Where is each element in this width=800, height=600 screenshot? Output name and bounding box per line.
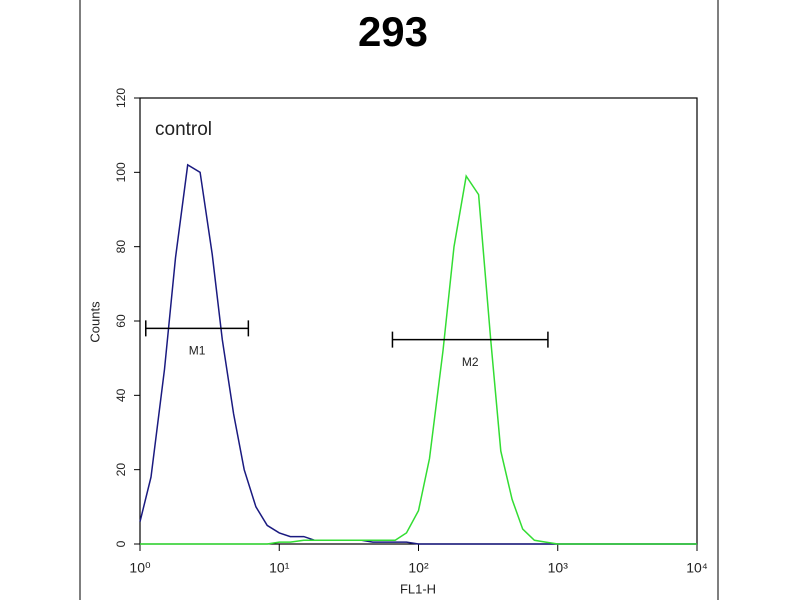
series-label: control: [155, 119, 212, 140]
y-tick-label: 40: [114, 388, 128, 402]
marker-range: [391, 331, 549, 348]
marker-label: M1: [189, 344, 206, 358]
y-tick-label: 100: [114, 162, 128, 182]
x-tick-label: 10¹: [269, 560, 290, 576]
y-tick-label: 0: [114, 540, 128, 547]
x-tick-label: 10⁰: [129, 560, 151, 576]
series-line: [140, 174, 697, 545]
y-tick-label: 120: [114, 88, 128, 108]
y-tick-label: 60: [114, 314, 128, 328]
marker-range: [145, 320, 250, 337]
chart-title: 293: [358, 8, 428, 55]
y-axis-label: Counts: [87, 301, 102, 343]
plot-frame: [139, 97, 698, 545]
x-axis-label: FL1-H: [400, 581, 436, 596]
y-tick-label: 80: [114, 240, 128, 254]
x-tick-label: 10⁴: [686, 560, 708, 576]
x-tick-label: 10²: [408, 560, 429, 576]
marker-label: M2: [462, 355, 479, 369]
x-tick-label: 10³: [548, 560, 569, 576]
series-line: [139, 163, 697, 545]
y-tick-label: 20: [114, 463, 128, 477]
